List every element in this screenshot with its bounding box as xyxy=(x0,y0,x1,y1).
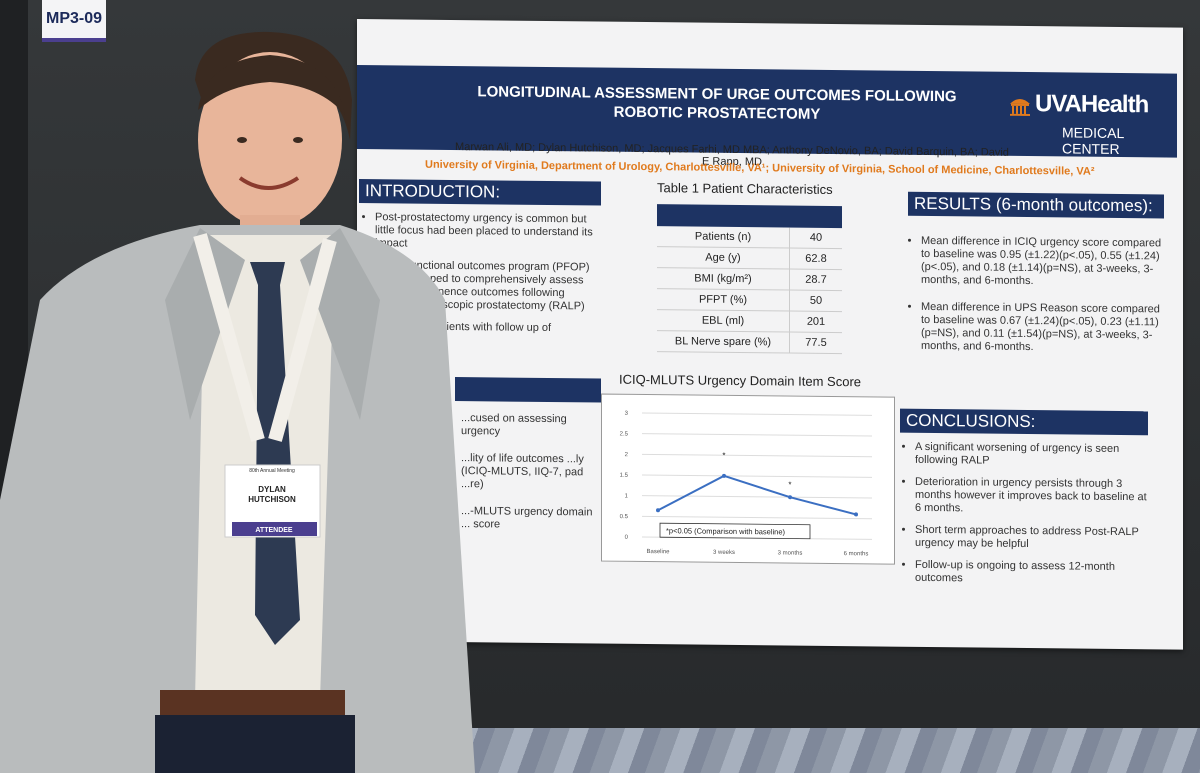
gridline xyxy=(642,453,872,458)
results-bullet-2: Mean difference in UPS Reason score comp… xyxy=(921,301,1164,356)
x-tick-label: Baseline xyxy=(646,549,670,555)
row-label: EBL (ml) xyxy=(657,309,790,333)
data-point xyxy=(722,473,726,478)
gridline xyxy=(642,433,872,437)
row-label: BL Nerve spare (%) xyxy=(657,330,790,354)
annotation-box xyxy=(659,522,811,540)
significance-marker: * xyxy=(722,451,725,460)
row-value: 28.7 xyxy=(789,269,842,291)
conclusions-text: A significant worsening of urgency is se… xyxy=(903,441,1148,597)
methods-text: ...cused on assessing urgency ...lity of… xyxy=(461,412,596,532)
rotunda-icon xyxy=(1010,98,1030,117)
table-row: EBL (ml) 201 xyxy=(657,309,842,333)
conclusions-heading: CONCLUSIONS: xyxy=(900,408,1148,436)
carpet-floor xyxy=(440,728,1200,773)
chart-title: ICIQ-MLUTS Urgency Domain Item Score xyxy=(619,371,862,390)
row-value: 62.8 xyxy=(789,248,842,270)
row-value: 40 xyxy=(789,227,842,249)
y-tick-label: 2.5 xyxy=(620,431,629,437)
y-tick-label: 1 xyxy=(625,493,629,499)
row-value: 50 xyxy=(789,290,842,312)
results-heading: RESULTS (6-month outcomes): xyxy=(908,191,1164,219)
data-point xyxy=(788,495,792,500)
patient-table: Patients (n) 40 Age (y) 62.8 BMI (kg/m²) 28… xyxy=(657,204,842,354)
significance-marker: * xyxy=(788,480,791,489)
series-line xyxy=(657,474,857,516)
data-point xyxy=(656,508,660,513)
results-text: Mean difference in ICIQ urgency score co… xyxy=(909,235,1164,365)
table-row: Patients (n) 40 xyxy=(657,226,842,249)
table-row: PFPT (%) 50 xyxy=(657,288,842,312)
data-point xyxy=(854,512,858,517)
research-poster: LONGITUDINAL ASSESSMENT OF URGE OUTCOMES… xyxy=(357,19,1183,650)
urgency-line-chart: 0 0.5 1 1.5 2 2.5 3 Baseline 3 weeks 3 months 6 mo… xyxy=(620,411,872,557)
presenter-figure: 80th Annual Meeting DYLAN HUTCHISON ATTE… xyxy=(0,31,475,773)
y-tick-label: 2 xyxy=(625,452,629,458)
y-tick-label: 3 xyxy=(625,411,629,417)
y-tick-label: 1.5 xyxy=(620,473,629,479)
badge-role: ATTENDEE xyxy=(255,527,293,534)
poster-title: LONGITUDINAL ASSESSMENT OF URGE OUTCOMES… xyxy=(427,82,1007,126)
row-value: 77.5 xyxy=(789,332,842,354)
row-label: PFPT (%) xyxy=(657,288,790,312)
gridline xyxy=(642,412,872,416)
results-bullet-1: Mean difference in ICIQ urgency score co… xyxy=(921,235,1164,290)
chart-annotation: *p<0.05 (Comparison with baseline) xyxy=(666,526,786,536)
x-tick-label: 6 months xyxy=(844,551,869,557)
conclusion-bullet-3: Short term approaches to address Post-RA… xyxy=(915,524,1148,552)
booth-tag: MP3-09 xyxy=(42,0,106,42)
conclusion-bullet-1: A significant worsening of urgency is se… xyxy=(915,441,1148,469)
logo-subtitle: MEDICAL CENTER xyxy=(1062,124,1124,157)
row-label: BMI (kg/m²) xyxy=(657,267,790,291)
gridline xyxy=(642,515,872,520)
x-tick-label: 3 months xyxy=(778,550,803,556)
badge-first-name: DYLAN xyxy=(258,485,286,494)
y-tick-label: 0 xyxy=(625,535,629,541)
badge-meeting: 80th Annual Meeting xyxy=(249,468,295,474)
row-label: Age (y) xyxy=(657,246,790,270)
logo-text: UVAHealth xyxy=(1035,90,1149,119)
y-tick-label: 0.5 xyxy=(620,514,629,520)
chart-frame: 0 0.5 1 1.5 2 2.5 3 Baseline 3 weeks 3 months 6 mo… xyxy=(601,393,895,565)
methods-line-3: ...-MLUTS urgency domain ... score xyxy=(461,505,593,531)
row-label: Patients (n) xyxy=(657,226,790,249)
x-tick-label: 3 weeks xyxy=(713,550,735,556)
table-row: Age (y) 62.8 xyxy=(657,246,842,270)
table-row: BL Nerve spare (%) 77.5 xyxy=(657,330,842,354)
gridline xyxy=(642,474,872,478)
conclusion-bullet-2: Deterioration in urgency persists throug… xyxy=(915,476,1148,517)
conclusion-bullet-4: Follow-up is ongoing to assess 12-month … xyxy=(915,559,1148,587)
table-caption: Table 1 Patient Characteristics xyxy=(657,180,833,197)
methods-line-1: ...cused on assessing urgency xyxy=(461,412,567,438)
row-value: 201 xyxy=(789,311,842,333)
gridline xyxy=(642,495,872,499)
table-row: BMI (kg/m²) 28.7 xyxy=(657,267,842,291)
methods-line-2: ...lity of life outcomes ...ly (ICIQ-MLU… xyxy=(461,452,584,491)
badge-last-name: HUTCHISON xyxy=(248,495,296,504)
table-header xyxy=(657,204,842,229)
